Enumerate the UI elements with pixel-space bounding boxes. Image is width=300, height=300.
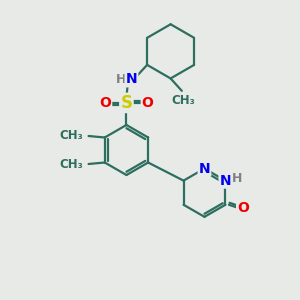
Text: H: H (116, 73, 127, 86)
Text: CH₃: CH₃ (59, 129, 83, 142)
Text: S: S (120, 94, 132, 112)
Text: O: O (237, 201, 249, 215)
Text: CH₃: CH₃ (171, 94, 195, 107)
Text: O: O (142, 96, 154, 110)
Text: O: O (99, 96, 111, 110)
Text: N: N (199, 161, 210, 176)
Text: N: N (220, 174, 231, 188)
Text: H: H (231, 172, 242, 185)
Text: CH₃: CH₃ (59, 158, 83, 171)
Text: N: N (126, 72, 137, 86)
